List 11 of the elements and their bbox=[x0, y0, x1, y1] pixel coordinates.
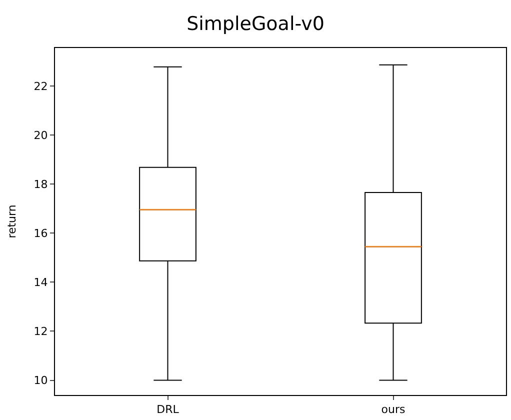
y-tick-label: 10 bbox=[34, 374, 48, 388]
chart-title: SimpleGoal-v0 bbox=[186, 13, 324, 36]
y-tick-label: 14 bbox=[34, 276, 48, 290]
x-tick-label: ours bbox=[381, 403, 406, 416]
y-tick-label: 12 bbox=[34, 325, 48, 338]
y-tick-label: 18 bbox=[34, 178, 48, 191]
y-tick-label: 20 bbox=[34, 128, 48, 142]
y-tick-label: 22 bbox=[34, 80, 48, 93]
y-tick-label: 16 bbox=[34, 227, 48, 240]
x-tick-label: DRL bbox=[156, 403, 180, 416]
y-axis-title: return bbox=[5, 204, 18, 238]
